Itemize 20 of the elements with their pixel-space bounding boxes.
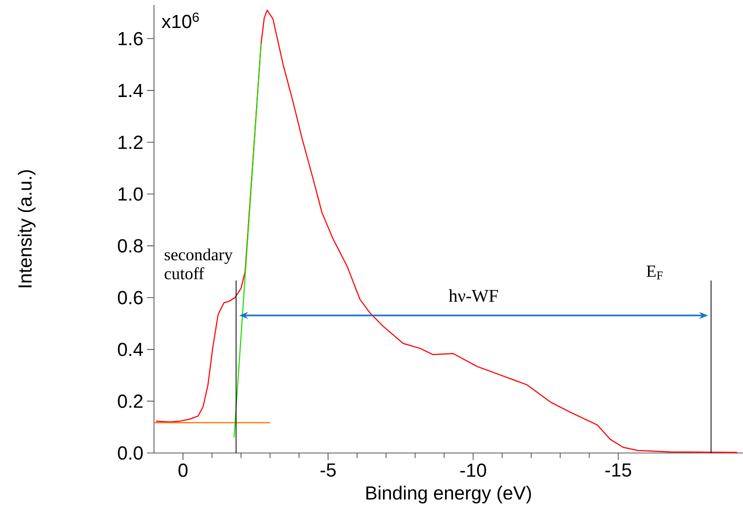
y-tick-label: 1.6 [118, 32, 143, 46]
y-tick-label: 1.0 [118, 187, 143, 201]
x-tick-label: -5 [320, 464, 336, 477]
ref-line-label: secondary cutoff [164, 248, 233, 280]
y-tick-label: 0.4 [118, 342, 143, 356]
x-axis-title: Binding energy (eV) [366, 486, 531, 504]
y-axis-title: Intensity (a.u.) [18, 170, 36, 288]
x-tick-label: -10 [460, 464, 486, 477]
line-series [155, 10, 738, 454]
y-tick-label: 0.0 [118, 446, 143, 460]
ref-line-label: E$_{F}$ [646, 266, 663, 280]
y-tick-label: 1.2 [118, 136, 143, 149]
y-tick-label: 0.6 [118, 290, 143, 304]
x-tick-label: 0 [178, 464, 188, 477]
annotation: hν-WF [448, 289, 498, 302]
x-tick-label: -15 [605, 464, 632, 477]
y-tick-label: 0.8 [118, 239, 143, 253]
annotation: x10$^{6}$ [162, 12, 199, 28]
y-tick-label: 1.4 [118, 84, 143, 97]
y-tick-label: 0.2 [118, 394, 143, 408]
